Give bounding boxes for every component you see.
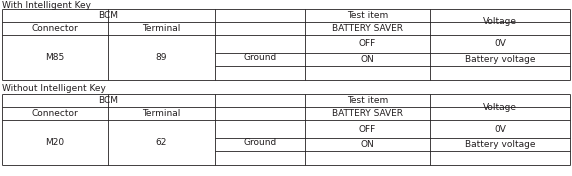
Text: Ground: Ground [243, 138, 277, 147]
Text: 62: 62 [156, 138, 167, 147]
Text: OFF: OFF [359, 124, 376, 134]
Text: BCM: BCM [98, 96, 118, 105]
Text: 0V: 0V [494, 124, 506, 134]
Text: Battery voltage: Battery voltage [464, 55, 535, 64]
Text: Terminal: Terminal [142, 109, 181, 118]
Text: Ground: Ground [243, 53, 277, 62]
Text: BCM: BCM [98, 11, 118, 20]
Text: Voltage: Voltage [483, 17, 517, 27]
Text: BATTERY SAVER: BATTERY SAVER [332, 109, 403, 118]
Text: M85: M85 [45, 53, 65, 62]
Text: Connector: Connector [31, 24, 78, 33]
Text: Without Intelligent Key: Without Intelligent Key [2, 84, 106, 93]
Text: M20: M20 [45, 138, 65, 147]
Text: BATTERY SAVER: BATTERY SAVER [332, 24, 403, 33]
Text: 0V: 0V [494, 39, 506, 49]
Text: Test item: Test item [347, 96, 388, 105]
Text: OFF: OFF [359, 39, 376, 49]
Text: Test item: Test item [347, 11, 388, 20]
Text: ON: ON [360, 55, 375, 64]
Text: With Intelligent Key: With Intelligent Key [2, 1, 91, 10]
Text: Connector: Connector [31, 109, 78, 118]
Text: ON: ON [360, 140, 375, 149]
Text: Battery voltage: Battery voltage [464, 140, 535, 149]
Text: Voltage: Voltage [483, 102, 517, 112]
Text: Terminal: Terminal [142, 24, 181, 33]
Text: 89: 89 [156, 53, 167, 62]
